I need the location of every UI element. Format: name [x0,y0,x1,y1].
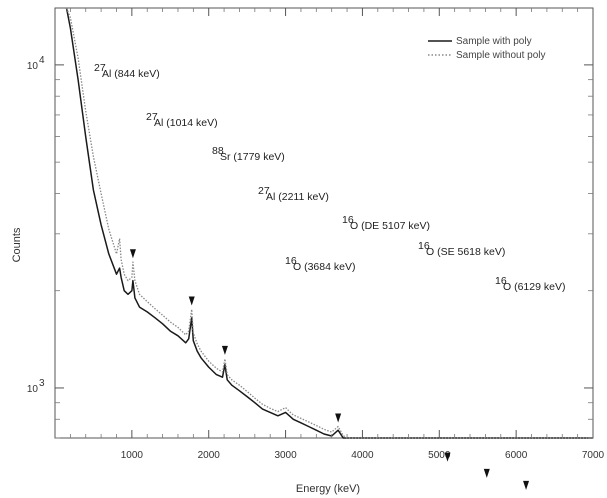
y-tick-label: 10 [27,384,39,395]
peak-label-mass: 16 [285,255,297,267]
legend-label-with-poly: Sample with poly [456,36,532,47]
peak-label-mass: 27 [258,185,270,197]
peak-label-mass: 88 [212,145,224,157]
peak-label: O (SE 5618 keV) [426,246,505,258]
peak-arrow [523,480,530,490]
peak-arrow [483,468,490,478]
peak-arrow [221,345,228,355]
x-axis-title: Energy (keV) [296,483,360,495]
x-tick-label: 7000 [582,450,605,461]
peak-arrow [129,249,136,259]
peak-label: O (6129 keV) [503,281,565,293]
x-tick-label: 1000 [121,450,144,461]
legend: Sample with poly Sample without poly [428,36,546,61]
x-tick-label: 2000 [198,450,221,461]
x-tick-label: 5000 [428,450,451,461]
peak-arrow [444,452,451,462]
plot-area [54,7,594,439]
peak-label-mass: 16 [342,214,354,226]
plot-border [54,7,594,439]
x-tick-label: 6000 [505,450,528,461]
series-line-without-poly [65,7,593,439]
peak-label-mass: 27 [146,111,158,123]
peak-label: O (3684 keV) [293,261,355,273]
x-tick-label: 3000 [274,450,297,461]
peak-label-mass: 16 [418,240,430,252]
x-tick-label: 4000 [351,450,374,461]
peak-arrow [188,296,195,306]
y-axis-title: Counts [11,227,23,262]
peak-label: Al (844 keV) [102,68,160,80]
y-tick-exponent: 3 [39,378,45,389]
peak-label-mass: 27 [94,62,106,74]
peak-label: Al (1014 keV) [154,117,218,129]
peak-arrow [335,413,342,423]
y-tick-exponent: 4 [39,55,45,66]
peak-label: O (DE 5107 keV) [350,220,430,232]
peak-label: Sr (1779 keV) [220,151,285,163]
legend-label-without-poly: Sample without poly [456,50,546,61]
y-tick-label: 10 [27,61,39,72]
series-layer [65,7,593,439]
peak-label-mass: 16 [495,275,507,287]
peak-label: Al (2211 keV) [266,191,329,203]
